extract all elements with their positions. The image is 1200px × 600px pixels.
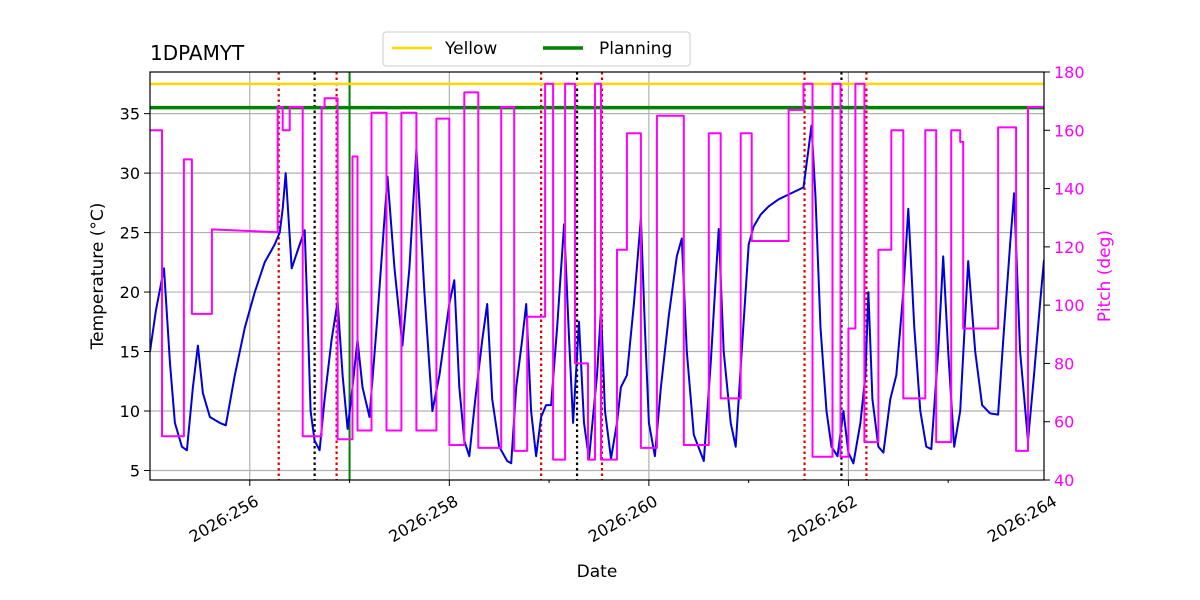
y-tick-label: 20 (120, 283, 140, 302)
x-tick-label: 2026:262 (785, 491, 861, 546)
x-tick-label: 2026:256 (186, 491, 262, 546)
y2-tick-label: 60 (1054, 413, 1074, 432)
y-tick-label: 25 (120, 224, 140, 243)
limit-lines (150, 82, 1044, 110)
legend-entry-planning: Planning (599, 39, 672, 59)
x-tick-label: 2026:258 (385, 491, 461, 546)
y2-axis-label: Pitch (deg) (1095, 230, 1115, 322)
y2-tick-label: 40 (1054, 471, 1074, 490)
y-axis-label: Temperature (°C) (88, 203, 108, 351)
grid-lines (150, 72, 1044, 480)
x-tick-label: 2026:264 (984, 491, 1060, 546)
series-lines (150, 82, 1044, 465)
y-tick-label: 15 (120, 343, 140, 362)
y2-tick-label: 80 (1054, 354, 1074, 373)
legend: Yellow Planning (382, 31, 691, 67)
y-tick-label: 35 (120, 105, 140, 124)
pitch-series-line (150, 82, 1044, 461)
plot-frame (149, 71, 1045, 481)
y2-tick-label: 120 (1054, 238, 1085, 257)
x-tick-label: 2026:260 (585, 491, 661, 546)
y-tick-label: 30 (120, 164, 140, 183)
y2-tick-label: 180 (1054, 63, 1085, 82)
temperature-series-line (150, 124, 1044, 465)
y2-tick-label: 160 (1054, 121, 1085, 140)
chart-title: 1DPAMYT (150, 41, 245, 65)
x-axis-label: Date (577, 562, 618, 582)
legend-entry-yellow: Yellow (444, 39, 497, 59)
y-tick-label: 10 (120, 402, 140, 421)
y-tick-label: 5 (130, 461, 140, 480)
legend-box (382, 31, 691, 67)
y2-tick-label: 140 (1054, 180, 1085, 199)
y2-tick-label: 100 (1054, 296, 1085, 315)
